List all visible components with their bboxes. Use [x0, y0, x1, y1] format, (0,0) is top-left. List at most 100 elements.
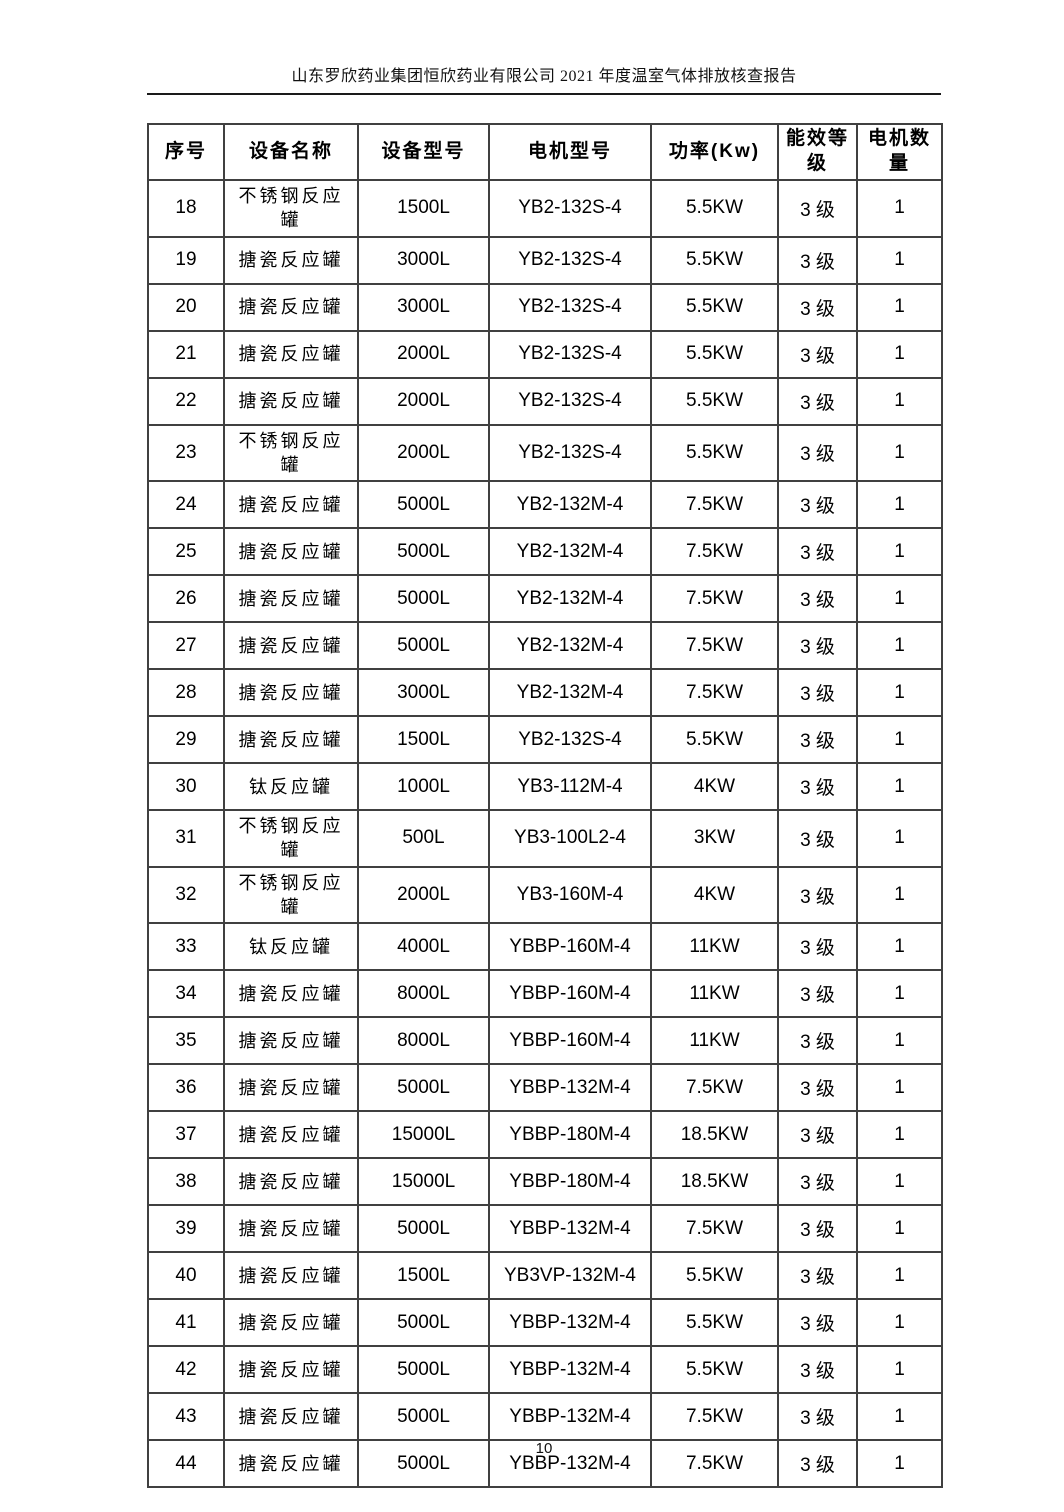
table-row: 28 搪瓷反应罐 3000L YB2-132M-4 7.5KW 3 级 1	[147, 668, 943, 718]
cell-efficiency-grade: 3 级	[777, 574, 858, 624]
cell-motor-qty: 1	[856, 574, 943, 624]
cell-equip-name: 钛反应罐	[223, 762, 359, 812]
cell-efficiency-grade: 3 级	[777, 1063, 858, 1113]
cell-equip-model: 1000L	[357, 762, 490, 812]
cell-power: 5.5KW	[650, 235, 779, 285]
cell-serial-no: 39	[147, 1204, 225, 1254]
document-header: 山东罗欣药业集团恒欣药业有限公司 2021 年度温室气体排放核查报告	[147, 62, 941, 95]
cell-serial-no: 19	[147, 235, 225, 285]
cell-motor-qty: 1	[856, 865, 943, 925]
cell-power: 7.5KW	[650, 1439, 779, 1489]
table-row: 18 不锈钢反应罐 1500L YB2-132S-4 5.5KW 3 级 1	[147, 179, 943, 238]
page-title: 山东罗欣药业集团恒欣药业有限公司 2021 年度温室气体排放核查报告	[291, 68, 797, 85]
cell-equip-model: 8000L	[357, 969, 490, 1019]
cell-power: 5.5KW	[650, 1345, 779, 1395]
cell-efficiency-grade: 3 级	[777, 1298, 858, 1348]
cell-efficiency-grade: 3 级	[777, 969, 858, 1019]
cell-equip-model: 5000L	[357, 480, 490, 530]
cell-equip-model: 5000L	[357, 1439, 490, 1489]
cell-equip-model: 5000L	[357, 1345, 490, 1395]
cell-efficiency-grade: 3 级	[777, 1345, 858, 1395]
cell-equip-model: 2000L	[357, 423, 490, 483]
cell-serial-no: 33	[147, 922, 225, 972]
column-header-efficiency-grade: 能效等级	[777, 123, 858, 181]
cell-motor-qty: 1	[856, 376, 943, 426]
column-header-motor-model: 电机型号	[488, 123, 652, 181]
table-header-row: 序号 设备名称 设备型号 电机型号 功率(Kw) 能效等级 电机数量	[147, 123, 943, 181]
table-row: 36 搪瓷反应罐 5000L YBBP-132M-4 7.5KW 3 级 1	[147, 1063, 943, 1113]
cell-equip-model: 5000L	[357, 1392, 490, 1442]
cell-efficiency-grade: 3 级	[777, 668, 858, 718]
cell-equip-name: 搪瓷反应罐	[223, 235, 359, 285]
cell-motor-model: YB2-132S-4	[488, 329, 652, 379]
cell-motor-qty: 1	[856, 1251, 943, 1301]
cell-equip-name: 搪瓷反应罐	[223, 1157, 359, 1207]
cell-motor-model: YB2-132M-4	[488, 527, 652, 577]
cell-motor-qty: 1	[856, 762, 943, 812]
cell-efficiency-grade: 3 级	[777, 1251, 858, 1301]
cell-motor-model: YBBP-160M-4	[488, 922, 652, 972]
cell-motor-qty: 1	[856, 621, 943, 671]
cell-efficiency-grade: 3 级	[777, 1439, 858, 1489]
cell-motor-model: YBBP-132M-4	[488, 1345, 652, 1395]
table-row: 44 搪瓷反应罐 5000L YBBP-132M-4 7.5KW 3 级 1	[147, 1439, 943, 1489]
cell-power: 5.5KW	[650, 1251, 779, 1301]
cell-power: 5.5KW	[650, 376, 779, 426]
cell-serial-no: 18	[147, 179, 225, 238]
cell-power: 5.5KW	[650, 282, 779, 332]
cell-serial-no: 26	[147, 574, 225, 624]
cell-serial-no: 27	[147, 621, 225, 671]
cell-equip-name: 搪瓷反应罐	[223, 527, 359, 577]
cell-power: 4KW	[650, 865, 779, 925]
cell-motor-model: YB2-132M-4	[488, 480, 652, 530]
cell-equip-model: 5000L	[357, 1204, 490, 1254]
cell-equip-name: 搪瓷反应罐	[223, 574, 359, 624]
cell-equip-name: 搪瓷反应罐	[223, 668, 359, 718]
cell-efficiency-grade: 3 级	[777, 1016, 858, 1066]
cell-equip-name: 搪瓷反应罐	[223, 1110, 359, 1160]
cell-efficiency-grade: 3 级	[777, 423, 858, 483]
cell-serial-no: 35	[147, 1016, 225, 1066]
cell-efficiency-grade: 3 级	[777, 480, 858, 530]
cell-motor-qty: 1	[856, 282, 943, 332]
cell-efficiency-grade: 3 级	[777, 235, 858, 285]
cell-equip-name: 搪瓷反应罐	[223, 1345, 359, 1395]
cell-equip-name: 搪瓷反应罐	[223, 1439, 359, 1489]
cell-efficiency-grade: 3 级	[777, 865, 858, 925]
cell-motor-model: YB2-132M-4	[488, 668, 652, 718]
cell-power: 7.5KW	[650, 1063, 779, 1113]
cell-motor-qty: 1	[856, 1063, 943, 1113]
cell-equip-model: 8000L	[357, 1016, 490, 1066]
table-row: 40 搪瓷反应罐 1500L YB3VP-132M-4 5.5KW 3 级 1	[147, 1251, 943, 1301]
cell-serial-no: 32	[147, 865, 225, 925]
cell-equip-model: 500L	[357, 809, 490, 868]
cell-equip-model: 4000L	[357, 922, 490, 972]
cell-serial-no: 40	[147, 1251, 225, 1301]
cell-serial-no: 20	[147, 282, 225, 332]
cell-power: 7.5KW	[650, 527, 779, 577]
cell-motor-model: YBBP-160M-4	[488, 1016, 652, 1066]
cell-efficiency-grade: 3 级	[777, 809, 858, 868]
cell-efficiency-grade: 3 级	[777, 1157, 858, 1207]
cell-motor-model: YBBP-132M-4	[488, 1204, 652, 1254]
cell-equip-model: 5000L	[357, 1298, 490, 1348]
cell-serial-no: 44	[147, 1439, 225, 1489]
cell-power: 7.5KW	[650, 1392, 779, 1442]
cell-motor-model: YB3-100L2-4	[488, 809, 652, 868]
table-row: 35 搪瓷反应罐 8000L YBBP-160M-4 11KW 3 级 1	[147, 1016, 943, 1066]
cell-serial-no: 37	[147, 1110, 225, 1160]
cell-equip-model: 15000L	[357, 1110, 490, 1160]
cell-equip-name: 搪瓷反应罐	[223, 480, 359, 530]
cell-motor-qty: 1	[856, 480, 943, 530]
cell-serial-no: 41	[147, 1298, 225, 1348]
cell-efficiency-grade: 3 级	[777, 527, 858, 577]
cell-power: 11KW	[650, 969, 779, 1019]
cell-power: 18.5KW	[650, 1157, 779, 1207]
cell-equip-name: 钛反应罐	[223, 922, 359, 972]
cell-serial-no: 36	[147, 1063, 225, 1113]
cell-motor-model: YBBP-180M-4	[488, 1110, 652, 1160]
cell-equip-name: 搪瓷反应罐	[223, 715, 359, 765]
cell-power: 18.5KW	[650, 1110, 779, 1160]
cell-equip-name: 搪瓷反应罐	[223, 1298, 359, 1348]
cell-efficiency-grade: 3 级	[777, 762, 858, 812]
